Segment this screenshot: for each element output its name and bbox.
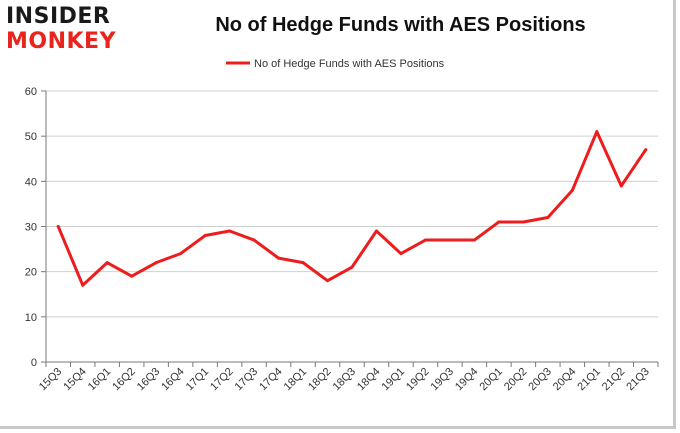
data-point-21Q1: [595, 130, 599, 134]
data-point-20Q1: [497, 220, 501, 224]
y-tick-label-20: 20: [25, 267, 37, 279]
x-tick-label-15Q4: 15Q4: [61, 366, 89, 394]
x-tick-label-16Q3: 16Q3: [135, 366, 163, 394]
data-point-19Q4: [472, 238, 476, 242]
x-tick-label-16Q1: 16Q1: [86, 366, 114, 394]
x-tick-label-21Q3: 21Q3: [624, 366, 652, 394]
gridlines: [46, 90, 658, 318]
data-point-18Q1: [301, 261, 305, 265]
x-tick-label-20Q4: 20Q4: [551, 366, 579, 394]
logo-line-1: INSIDER: [6, 4, 111, 29]
data-point-18Q4: [374, 229, 378, 233]
x-tick-label-16Q4: 16Q4: [159, 366, 187, 394]
data-point-20Q2: [521, 220, 525, 224]
x-tick-label-20Q1: 20Q1: [477, 366, 505, 394]
y-tick-label-30: 30: [25, 222, 37, 234]
y-tick-label-0: 0: [31, 357, 37, 369]
logo-line-2: MONKEY: [6, 29, 117, 54]
insider-monkey-logo: INSIDER MONKEY: [6, 4, 128, 56]
data-point-20Q4: [570, 188, 574, 192]
y-tick-label-50: 50: [25, 131, 37, 143]
x-tick-label-17Q2: 17Q2: [208, 366, 236, 394]
x-tick-label-19Q2: 19Q2: [404, 366, 432, 394]
x-tick-label-19Q4: 19Q4: [453, 366, 481, 394]
data-point-21Q3: [644, 148, 648, 152]
legend-label: No of Hedge Funds with AES Positions: [254, 58, 445, 70]
y-axis-ticks: 0 10 20 30 40 50 60: [25, 86, 46, 369]
data-point-15Q3: [56, 225, 60, 228]
x-tick-label-21Q1: 21Q1: [575, 366, 603, 394]
x-tick-label-19Q1: 19Q1: [380, 366, 408, 394]
data-point-16Q2: [130, 274, 134, 278]
y-tick-label-60: 60: [25, 86, 37, 98]
x-tick-label-20Q3: 20Q3: [526, 366, 554, 394]
x-tick-label-17Q3: 17Q3: [233, 366, 261, 394]
data-point-20Q3: [546, 215, 550, 219]
x-tick-label-15Q3: 15Q3: [37, 366, 65, 394]
x-tick-label-18Q4: 18Q4: [355, 366, 383, 394]
chart-title: No of Hedge Funds with AES Positions: [215, 14, 586, 36]
x-tick-label-17Q1: 17Q1: [184, 366, 212, 394]
x-tick-label-20Q2: 20Q2: [502, 366, 530, 394]
x-tick-label-16Q2: 16Q2: [110, 366, 138, 394]
data-point-15Q4: [81, 283, 85, 287]
legend: No of Hedge Funds with AES Positions: [226, 58, 445, 70]
x-tick-label-18Q1: 18Q1: [282, 366, 310, 394]
series-line-0: [56, 130, 648, 287]
series-layer: [56, 130, 648, 287]
data-point-16Q4: [179, 252, 183, 256]
x-axis-ticks: 15Q315Q416Q116Q216Q316Q417Q117Q217Q317Q4…: [37, 362, 659, 394]
y-tick-label-40: 40: [25, 176, 37, 188]
data-point-16Q1: [105, 261, 109, 265]
data-point-19Q2: [423, 238, 427, 242]
axes: [45, 91, 658, 363]
x-tick-label-18Q2: 18Q2: [306, 366, 334, 394]
x-tick-label-19Q3: 19Q3: [429, 366, 457, 394]
data-point-18Q3: [350, 265, 354, 269]
data-point-17Q2: [228, 229, 232, 233]
x-tick-label-21Q2: 21Q2: [600, 366, 628, 394]
data-point-19Q3: [448, 238, 452, 242]
data-point-19Q1: [399, 252, 403, 256]
data-point-17Q1: [203, 234, 207, 238]
data-point-16Q3: [154, 261, 158, 265]
x-tick-label-17Q4: 17Q4: [257, 366, 285, 394]
data-point-17Q3: [252, 238, 256, 242]
y-tick-label-10: 10: [25, 312, 37, 324]
data-point-17Q4: [277, 256, 281, 260]
x-tick-label-18Q3: 18Q3: [331, 366, 359, 394]
data-point-18Q2: [326, 279, 330, 283]
data-point-21Q2: [619, 184, 623, 188]
